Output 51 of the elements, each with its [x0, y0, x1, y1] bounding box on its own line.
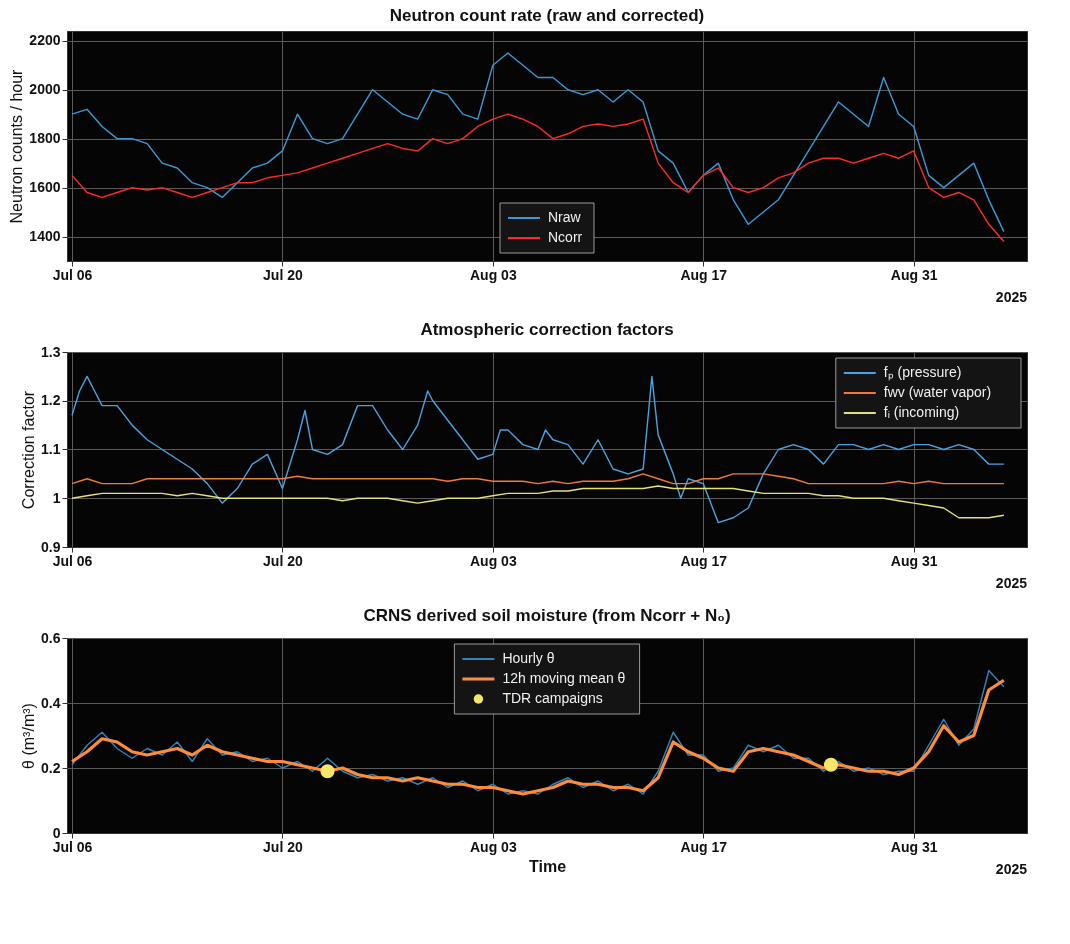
- y-tick-label: 0.6: [41, 629, 61, 646]
- legend-label: Hourly θ: [502, 650, 555, 666]
- x-tick-label: Aug 17: [680, 838, 728, 855]
- x-tick-label: Aug 17: [680, 266, 728, 283]
- x-tick-label: Jul 06: [52, 552, 93, 569]
- chart-title: Neutron count rate (raw and corrected): [389, 6, 705, 25]
- text: 2025: [995, 289, 1028, 305]
- x-tick-label: Aug 03: [469, 552, 517, 569]
- legend-label: fᵢ (incoming): [883, 404, 960, 420]
- legend-label: Nraw: [548, 209, 582, 225]
- x-tick-label: Jul 20: [263, 552, 303, 569]
- text: 2025: [995, 575, 1028, 591]
- y-tick-label: 1: [52, 489, 61, 506]
- x-tick-label: Jul 06: [52, 266, 93, 283]
- line-series: [71, 52, 1005, 233]
- legend-label: fwv (water vapor): [883, 384, 992, 400]
- y-tick-label: 1.1: [41, 441, 61, 457]
- x-tick-label: Aug 31: [890, 266, 938, 283]
- x-tick-label: Jul 20: [263, 266, 303, 283]
- y-tick-label: 1.2: [41, 392, 61, 409]
- y-tick-label: 0: [52, 824, 61, 841]
- y-tick-label: 0.2: [41, 759, 61, 776]
- y-tick-label: 1.3: [41, 343, 61, 360]
- line-series: [71, 473, 1005, 485]
- x-tick-label: Aug 17: [680, 552, 728, 569]
- y-tick-label: 2000: [29, 81, 61, 98]
- y-tick-label: 1800: [29, 130, 61, 147]
- y-tick-label: 0.4: [41, 694, 61, 711]
- chart-title: Atmospheric correction factors: [420, 320, 674, 339]
- x-tick-label: Jul 06: [52, 838, 93, 855]
- y-tick-label: 1600: [29, 179, 61, 196]
- x-tick-label: Aug 31: [890, 838, 938, 855]
- line-series: [71, 113, 1005, 243]
- legend-label: TDR campaigns: [502, 690, 603, 706]
- y-axis-title: θ (m³/m³): [20, 703, 38, 769]
- text: 2025: [995, 861, 1028, 877]
- x-tick-label: Aug 31: [890, 552, 938, 569]
- y-tick-label: 1400: [29, 228, 61, 245]
- y-axis-title: Neutron counts / hour: [8, 68, 26, 224]
- chart-title: CRNS derived soil moisture (from Ncorr + N₀): [363, 606, 731, 625]
- legend-label: 12h moving mean θ: [502, 670, 626, 686]
- x-tick-label: Aug 03: [469, 266, 517, 283]
- legend-label: fₚ (pressure): [883, 364, 962, 381]
- y-tick-label: 2200: [29, 32, 61, 49]
- legend-label: Ncorr: [548, 229, 583, 245]
- y-axis-title: Correction factor: [20, 390, 38, 510]
- x-axis-title: Time: [528, 857, 567, 875]
- x-tick-label: Aug 03: [469, 838, 517, 855]
- x-tick-label: Jul 20: [263, 838, 303, 855]
- line-series: [71, 485, 1005, 519]
- y-tick-label: 0.9: [41, 538, 61, 555]
